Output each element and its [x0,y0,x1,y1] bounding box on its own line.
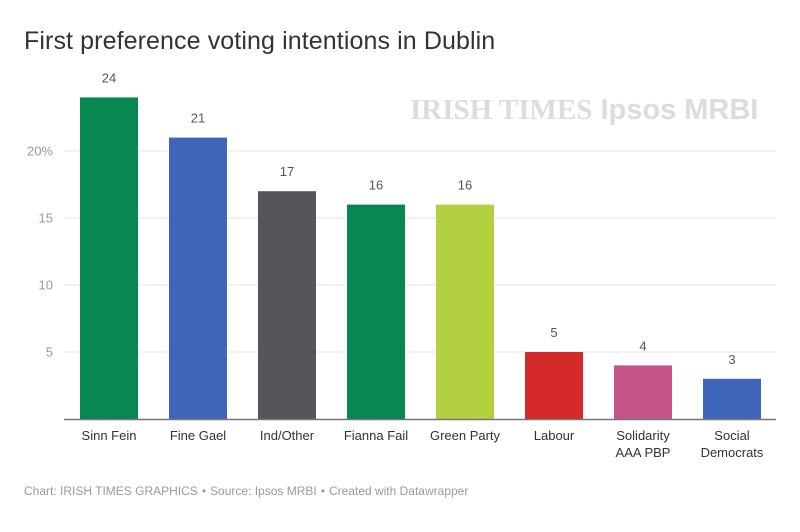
x-tick-label-line: AAA PBP [616,445,671,460]
x-tick-label-line: Ind/Other [260,428,315,443]
chart-footer: Chart: IRISH TIMES GRAPHICS • Source: Ipso… [24,484,468,498]
x-axis-labels: Sinn Fein Fine Gael Ind/Other Fianna Fail Gr… [82,428,764,460]
y-tick-label: 5 [46,345,53,360]
x-tick-label-line: Democrats [701,445,764,460]
x-tick-label: Social Democrats [701,428,764,460]
footer-separator: • [201,484,207,498]
x-tick-label-line: Social [714,428,750,443]
bars [80,97,761,420]
bar-social-democrats [703,378,761,419]
data-label: 4 [639,338,646,353]
data-label: 21 [191,111,205,126]
x-tick-label-line: Solidarity [616,428,670,443]
data-label: 3 [728,352,735,367]
x-tick-label: Green Party [430,428,501,443]
bar-ind-other [258,191,316,419]
data-label: 16 [458,178,472,193]
x-tick-label: Fine Gael [170,428,226,443]
bar-fianna-fail [347,204,405,419]
x-tick-label: Sinn Fein [82,428,137,443]
data-label: 5 [550,325,557,340]
bar-sinn-fein [80,97,138,420]
x-tick-label: Fianna Fail [344,428,408,443]
watermark-ipsos-mrbi: Ipsos MRBI [600,94,759,126]
x-tick-label-line: Labour [534,428,575,443]
datawrapper-credit: Created with Datawrapper [328,484,469,498]
chart-credit: Chart: IRISH TIMES GRAPHICS [24,484,198,498]
bar-labour [525,352,583,419]
data-label: 24 [102,70,116,85]
footer-separator: • [320,484,325,498]
x-tick-label-line: Fine Gael [170,428,226,443]
y-axis-ticks: 5 10 15 20% [27,144,53,360]
bar-fine-gael [169,137,227,419]
watermark-irish-times: IRISH TIMES [410,94,593,126]
x-tick-label: Solidarity AAA PBP [616,428,671,460]
x-tick-label-line: Green Party [430,428,501,443]
bar-green-party [436,204,494,419]
y-tick-label: 10 [39,278,53,293]
x-tick-label: Labour [534,428,575,443]
y-tick-label: 20% [27,144,53,159]
y-tick-label: 15 [39,211,53,226]
chart-title: First preference voting intentions in Du… [24,27,496,55]
source-credit: Source: Ipsos MRBI [210,484,317,498]
data-label: 16 [369,178,383,193]
data-labels: 24 21 17 16 16 5 4 3 [102,70,736,366]
x-tick-label-line: Sinn Fein [82,428,137,443]
bar-solidarity-aaa-pbp [614,365,672,419]
data-label: 17 [280,164,294,179]
watermark-logo: IRISH TIMES Ipsos MRBI [410,94,758,127]
x-tick-label-line: Fianna Fail [344,428,408,443]
x-tick-label: Ind/Other [260,428,315,443]
